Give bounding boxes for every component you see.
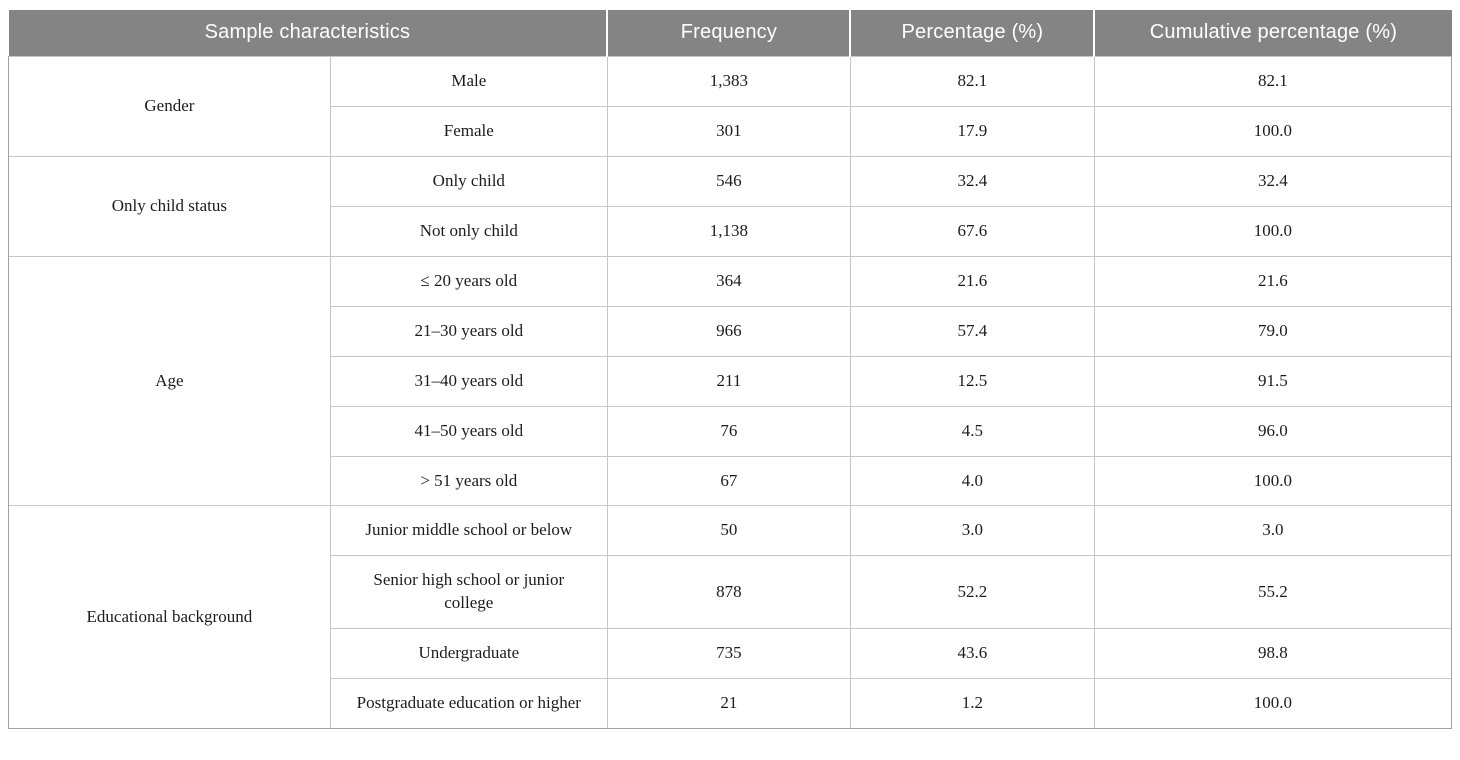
cell-percentage: 12.5 bbox=[849, 355, 1095, 407]
cell-frequency: 1,383 bbox=[606, 56, 851, 107]
group-cell-educational-background: Educational background bbox=[8, 505, 331, 730]
cell-cumulative: 21.6 bbox=[1093, 255, 1453, 307]
cell-frequency: 76 bbox=[606, 405, 851, 456]
header-percentage: Percentage (%) bbox=[850, 10, 1096, 57]
cell-cumulative: 100.0 bbox=[1093, 105, 1453, 157]
cell-percentage: 82.1 bbox=[849, 56, 1095, 107]
table-row: Postgraduate education or higher 21 1.2 … bbox=[9, 678, 1453, 730]
cell-percentage: 1.2 bbox=[849, 678, 1095, 730]
table-row: Undergraduate 735 43.6 98.8 bbox=[9, 628, 1453, 679]
table-row: 21–30 years old 966 57.4 79.0 bbox=[9, 305, 1453, 357]
cell-cumulative: 100.0 bbox=[1093, 455, 1453, 506]
cell-percentage: 67.6 bbox=[849, 205, 1095, 257]
cell-cumulative: 98.8 bbox=[1093, 628, 1453, 679]
header-sample-characteristics: Sample characteristics bbox=[8, 10, 609, 57]
table-row: Educational background Junior middle sch… bbox=[8, 505, 1453, 730]
cell-cumulative: 3.0 bbox=[1093, 505, 1453, 556]
cell-category: Senior high school or junior college bbox=[329, 555, 608, 629]
cell-frequency: 1,138 bbox=[606, 205, 851, 257]
table-row: Only child status Only child 546 32.4 32… bbox=[8, 155, 1453, 257]
cell-category: Only child bbox=[329, 155, 608, 207]
group-cell-gender: Gender bbox=[8, 56, 331, 157]
cell-cumulative: 100.0 bbox=[1093, 205, 1453, 257]
cell-cumulative: 55.2 bbox=[1093, 555, 1453, 629]
cell-frequency: 211 bbox=[606, 355, 851, 407]
table-header: Sample characteristics Frequency Percent… bbox=[8, 10, 1452, 57]
group-cell-only-child-status: Only child status bbox=[8, 155, 331, 257]
cell-cumulative: 91.5 bbox=[1093, 355, 1453, 407]
cell-frequency: 301 bbox=[606, 105, 851, 157]
group-cell-age: Age bbox=[8, 255, 331, 506]
cell-category: 41–50 years old bbox=[329, 405, 608, 456]
cell-category: Female bbox=[329, 105, 608, 157]
cell-category: > 51 years old bbox=[329, 455, 608, 506]
cell-frequency: 878 bbox=[606, 555, 851, 629]
cell-percentage: 52.2 bbox=[849, 555, 1095, 629]
cell-category: ≤ 20 years old bbox=[329, 255, 608, 307]
cell-frequency: 546 bbox=[606, 155, 851, 207]
cell-frequency: 21 bbox=[606, 678, 851, 730]
sample-characteristics-table: Sample characteristics Frequency Percent… bbox=[8, 10, 1453, 730]
table-body: Gender Male 1,383 82.1 82.1 Female 301 1… bbox=[8, 56, 1453, 730]
cell-category: Junior middle school or below bbox=[329, 505, 608, 556]
cell-cumulative: 100.0 bbox=[1093, 678, 1453, 730]
table-row: Female 301 17.9 100.0 bbox=[9, 105, 1453, 157]
table-row: > 51 years old 67 4.0 100.0 bbox=[9, 455, 1453, 506]
header-frequency: Frequency bbox=[607, 10, 852, 57]
cell-percentage: 4.5 bbox=[849, 405, 1095, 456]
cell-cumulative: 82.1 bbox=[1093, 56, 1453, 107]
table-row: 41–50 years old 76 4.5 96.0 bbox=[9, 405, 1453, 456]
cell-percentage: 4.0 bbox=[849, 455, 1095, 506]
table-row: Senior high school or junior college 878… bbox=[9, 555, 1453, 629]
cell-percentage: 21.6 bbox=[849, 255, 1095, 307]
cell-percentage: 57.4 bbox=[849, 305, 1095, 357]
cell-frequency: 966 bbox=[606, 305, 851, 357]
cell-frequency: 735 bbox=[606, 628, 851, 679]
table-row: Gender Male 1,383 82.1 82.1 bbox=[8, 56, 1453, 157]
header-cumulative-percentage: Cumulative percentage (%) bbox=[1094, 10, 1452, 57]
cell-frequency: 67 bbox=[606, 455, 851, 506]
cell-percentage: 3.0 bbox=[849, 505, 1095, 556]
cell-cumulative: 32.4 bbox=[1093, 155, 1453, 207]
cell-cumulative: 96.0 bbox=[1093, 405, 1453, 456]
table-row: 31–40 years old 211 12.5 91.5 bbox=[9, 355, 1453, 407]
cell-percentage: 43.6 bbox=[849, 628, 1095, 679]
cell-percentage: 32.4 bbox=[849, 155, 1095, 207]
header-row: Sample characteristics Frequency Percent… bbox=[8, 10, 1452, 57]
cell-frequency: 50 bbox=[606, 505, 851, 556]
cell-category: Postgraduate education or higher bbox=[329, 678, 608, 730]
cell-cumulative: 79.0 bbox=[1093, 305, 1453, 357]
table-row: Not only child 1,138 67.6 100.0 bbox=[9, 205, 1453, 257]
cell-category: 21–30 years old bbox=[329, 305, 608, 357]
cell-percentage: 17.9 bbox=[849, 105, 1095, 157]
sample-characteristics-table-container: Sample characteristics Frequency Percent… bbox=[8, 10, 1453, 730]
cell-category: Male bbox=[329, 56, 608, 107]
cell-category: 31–40 years old bbox=[329, 355, 608, 407]
cell-category: Not only child bbox=[329, 205, 608, 257]
cell-category: Undergraduate bbox=[329, 628, 608, 679]
table-row: Age ≤ 20 years old 364 21.6 21.6 bbox=[8, 255, 1453, 506]
cell-frequency: 364 bbox=[606, 255, 851, 307]
